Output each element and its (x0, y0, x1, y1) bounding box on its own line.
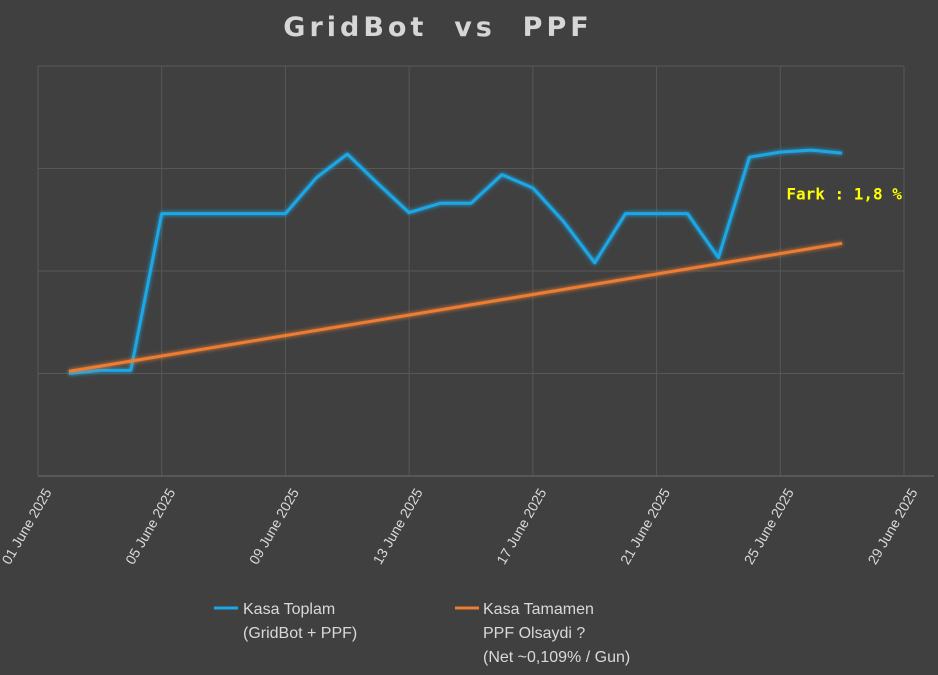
annotations: Fark : 1,8 % (786, 184, 902, 203)
x-tick-label: 29 June 2025 (864, 485, 920, 567)
grid (37, 65, 934, 477)
legend-label-kasa-tamamen-line3: (Net ~0,109% / Gun) (483, 649, 630, 666)
annotation-fark: Fark : 1,8 % (786, 184, 902, 203)
x-tick-label: 13 June 2025 (369, 485, 425, 567)
legend-label-kasa-tamamen-line2: PPF Olsaydi ? (483, 625, 585, 642)
x-tick-label: 01 June 2025 (0, 485, 55, 567)
legend-item-kasa-toplam: Kasa Toplam (GridBot + PPF) (214, 601, 357, 642)
legend-item-kasa-tamamen: Kasa Tamamen PPF Olsaydi ? (Net ~0,109% … (455, 601, 630, 666)
x-axis-ticks: 01 June 2025 05 June 2025 09 June 2025 13 J… (0, 485, 921, 567)
x-tick-label: 17 June 2025 (493, 485, 549, 567)
x-tick-label: 25 June 2025 (741, 485, 797, 567)
legend-label-kasa-toplam: Kasa Toplam (243, 601, 335, 618)
legend-label-kasa-toplam-line2: (GridBot + PPF) (243, 625, 357, 642)
series-layer (68, 148, 843, 375)
series-line-kasa-tamamen (68, 241, 843, 373)
legend-label-kasa-tamamen: Kasa Tamamen (483, 601, 594, 618)
x-tick-label: 21 June 2025 (617, 485, 673, 567)
chart-title: GridBot vs PPF (283, 12, 592, 43)
x-tick-label: 09 June 2025 (246, 485, 302, 567)
series-line-kasa-toplam (68, 148, 843, 375)
x-tick-label: 05 June 2025 (122, 485, 178, 567)
legend: Kasa Toplam (GridBot + PPF) Kasa Tamamen… (214, 601, 630, 666)
